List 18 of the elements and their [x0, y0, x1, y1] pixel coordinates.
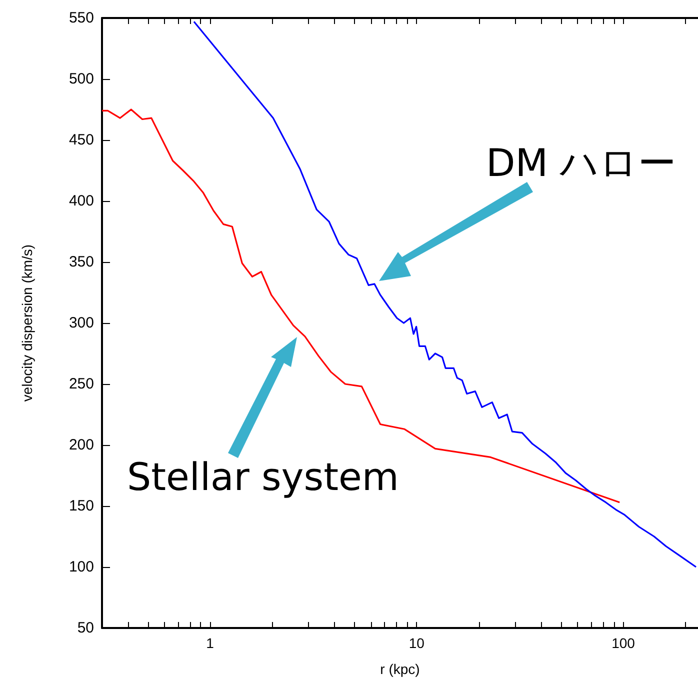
- annotation: Stellar system: [127, 455, 399, 499]
- x-tick-label: 100: [612, 635, 636, 651]
- y-tick-label: 400: [68, 192, 94, 210]
- y-tick-label: 100: [68, 558, 94, 576]
- y-tick-label: 150: [68, 498, 94, 514]
- x-tick-label: 10: [408, 635, 425, 651]
- y-tick-label: 550: [68, 10, 94, 26]
- annotation: DM ハロー: [486, 140, 676, 187]
- y-tick-label: 50: [77, 620, 94, 636]
- y-tick-label: 350: [68, 254, 94, 270]
- y-tick-label: 300: [68, 314, 94, 332]
- y-tick-label: 500: [68, 70, 94, 88]
- y-tick-label: 450: [68, 132, 94, 148]
- y-tick-label: 200: [68, 436, 94, 454]
- x-axis-title: r (kpc): [380, 661, 420, 677]
- x-tick-label: 1: [206, 635, 214, 651]
- y-tick-label: 250: [68, 376, 94, 392]
- y-axis-title: velocity dispersion (km/s): [19, 244, 35, 402]
